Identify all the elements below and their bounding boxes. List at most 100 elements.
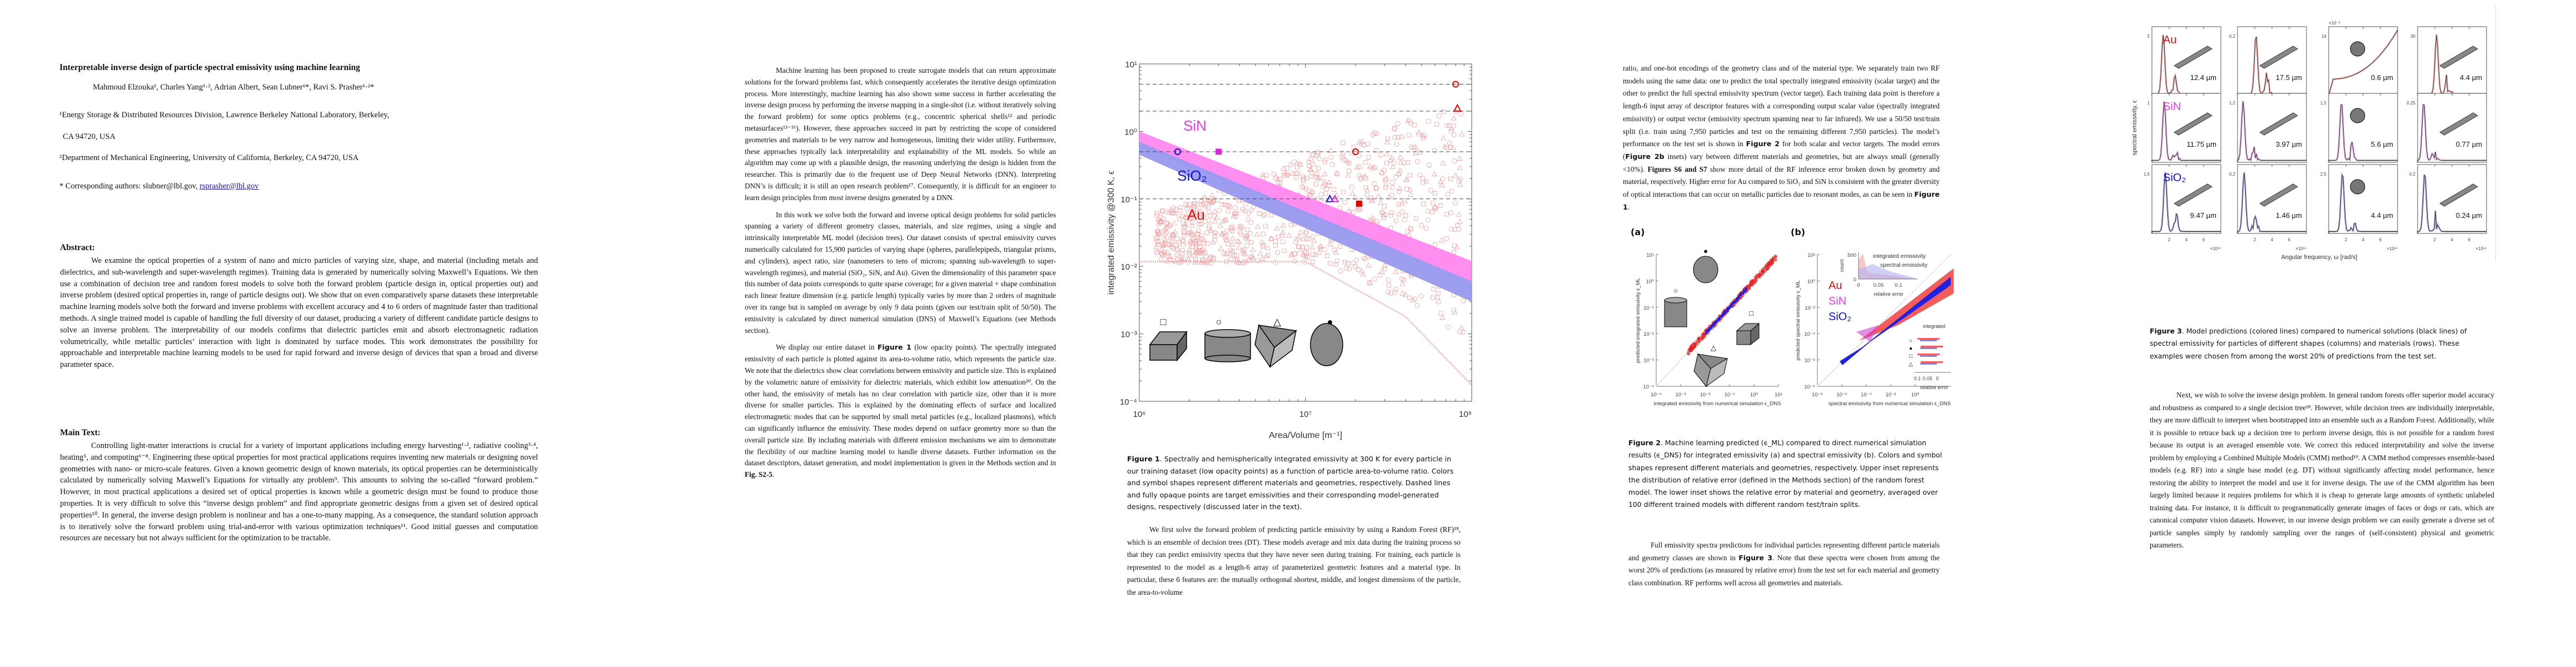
au-point — [1243, 236, 1248, 240]
au-point — [1382, 203, 1387, 208]
x-multiplier: ×10¹⁴ — [2295, 246, 2306, 251]
au-point — [1752, 282, 1756, 285]
au-point — [1294, 175, 1299, 180]
au-point — [1229, 241, 1235, 246]
au-point — [1187, 238, 1194, 243]
au-point — [1180, 251, 1184, 256]
au-point — [1766, 267, 1769, 270]
au-point — [1354, 164, 1360, 170]
au-point — [1174, 252, 1180, 258]
au-point — [1198, 247, 1203, 253]
au-point — [1292, 159, 1297, 165]
au-point — [1309, 174, 1314, 179]
au-point — [1360, 271, 1366, 277]
au-point — [1184, 202, 1190, 208]
au-point — [1182, 225, 1187, 230]
au-point — [1361, 142, 1367, 148]
lower-inset-bar — [1920, 347, 1937, 349]
au-point — [1203, 203, 1208, 208]
prism-shape-icon-side2 — [1706, 357, 1728, 387]
sphere-shape-icon — [1310, 323, 1343, 366]
au-point — [1304, 251, 1309, 256]
au-point — [1457, 178, 1461, 183]
au-point — [1211, 256, 1216, 261]
au-point — [1402, 217, 1407, 222]
au-point — [1410, 297, 1416, 303]
au-point — [1392, 127, 1397, 132]
au-point — [1222, 217, 1228, 222]
au-point — [1388, 291, 1393, 296]
au-point — [1407, 118, 1412, 123]
au-point — [1322, 247, 1327, 252]
au-point — [1440, 160, 1446, 166]
au-point — [1234, 253, 1239, 258]
au-point — [1299, 243, 1306, 249]
au-point — [1769, 260, 1772, 263]
au-point — [1367, 163, 1373, 168]
au-point — [1225, 203, 1230, 208]
x-tick-label: 10⁻³ — [1676, 392, 1686, 398]
x-tick-label: 6 — [2288, 237, 2291, 242]
particle-shape-icon — [2439, 46, 2478, 69]
particle-size-label: 9.47 µm — [2190, 211, 2216, 220]
au-point — [1451, 307, 1456, 313]
au-point — [1244, 236, 1251, 242]
lower-inset-tick: 0.05 — [1922, 376, 1932, 381]
figure-1-caption-text: . Spectrally and hemispherically integra… — [1127, 455, 1454, 511]
au-point — [1453, 201, 1458, 206]
x-multiplier: ×10¹⁴ — [2386, 246, 2398, 251]
au-point — [1248, 207, 1254, 213]
au-point — [1162, 231, 1168, 237]
cylinder-shape-icon-bottom — [1204, 355, 1251, 362]
au-point — [1440, 135, 1447, 141]
particle-shape-icon — [2174, 183, 2213, 207]
y-tick-label: 10⁰ — [1124, 127, 1137, 137]
inset-y-tick: 500 — [1847, 252, 1856, 258]
au-point — [1399, 276, 1404, 282]
particle-size-label: 3.97 µm — [2276, 140, 2302, 148]
au-point — [1304, 245, 1309, 250]
target-point — [1215, 148, 1222, 155]
y-tick-label: 30 — [2410, 34, 2415, 39]
fig-s2-5-ref: Fig. S2-5 — [745, 470, 773, 479]
au-point — [1203, 197, 1207, 202]
au-point — [1172, 258, 1178, 263]
au-point — [1432, 148, 1437, 153]
inset-x-label: relative error — [1874, 291, 1903, 297]
au-point — [1457, 329, 1462, 335]
au-point — [1423, 226, 1429, 231]
au-point — [1197, 222, 1202, 227]
sio2-band — [1840, 277, 1951, 365]
lower-inset-annotation: integrated — [1923, 323, 1945, 329]
au-point — [1775, 255, 1777, 258]
numerical-spectrum — [2328, 174, 2398, 233]
y-tick-label: 10⁻⁶ — [1805, 358, 1816, 364]
au-point — [1245, 227, 1250, 232]
au-point — [1414, 303, 1420, 308]
au-point — [1366, 155, 1371, 160]
au-point — [1393, 268, 1399, 274]
au-point — [1334, 258, 1340, 263]
au-point — [1334, 171, 1341, 176]
author-list: Mahmoud Elzouka¹, Charles Yang¹·², Adria… — [93, 83, 375, 92]
au-point — [1378, 169, 1384, 175]
au-point — [1408, 226, 1413, 231]
x-tick-label: 10⁻⁸ — [1812, 392, 1823, 398]
p-text: ratio, and one-hot encodings of the geom… — [1623, 64, 1940, 148]
au-point — [1195, 238, 1200, 243]
particle-size-label: 17.5 µm — [2276, 73, 2302, 82]
au-point — [1412, 296, 1418, 302]
particle-size-label: 0.6 µm — [2371, 73, 2393, 82]
au-point — [1179, 214, 1184, 219]
au-point — [1431, 171, 1438, 177]
email-link[interactable]: rsprasher@lbl.gov — [200, 182, 259, 191]
au-point — [1273, 239, 1278, 244]
au-point — [1457, 165, 1463, 170]
sio2-point — [1735, 299, 1737, 301]
au-point — [1239, 225, 1244, 230]
au-point — [1452, 172, 1458, 178]
figure-2-caption-label: Figure 2 — [1628, 439, 1661, 447]
p-text: for both scalar and vector targets. The … — [1623, 140, 1940, 161]
y-tick-label: 10¹ — [1125, 60, 1137, 69]
sio2-point — [1736, 299, 1738, 301]
